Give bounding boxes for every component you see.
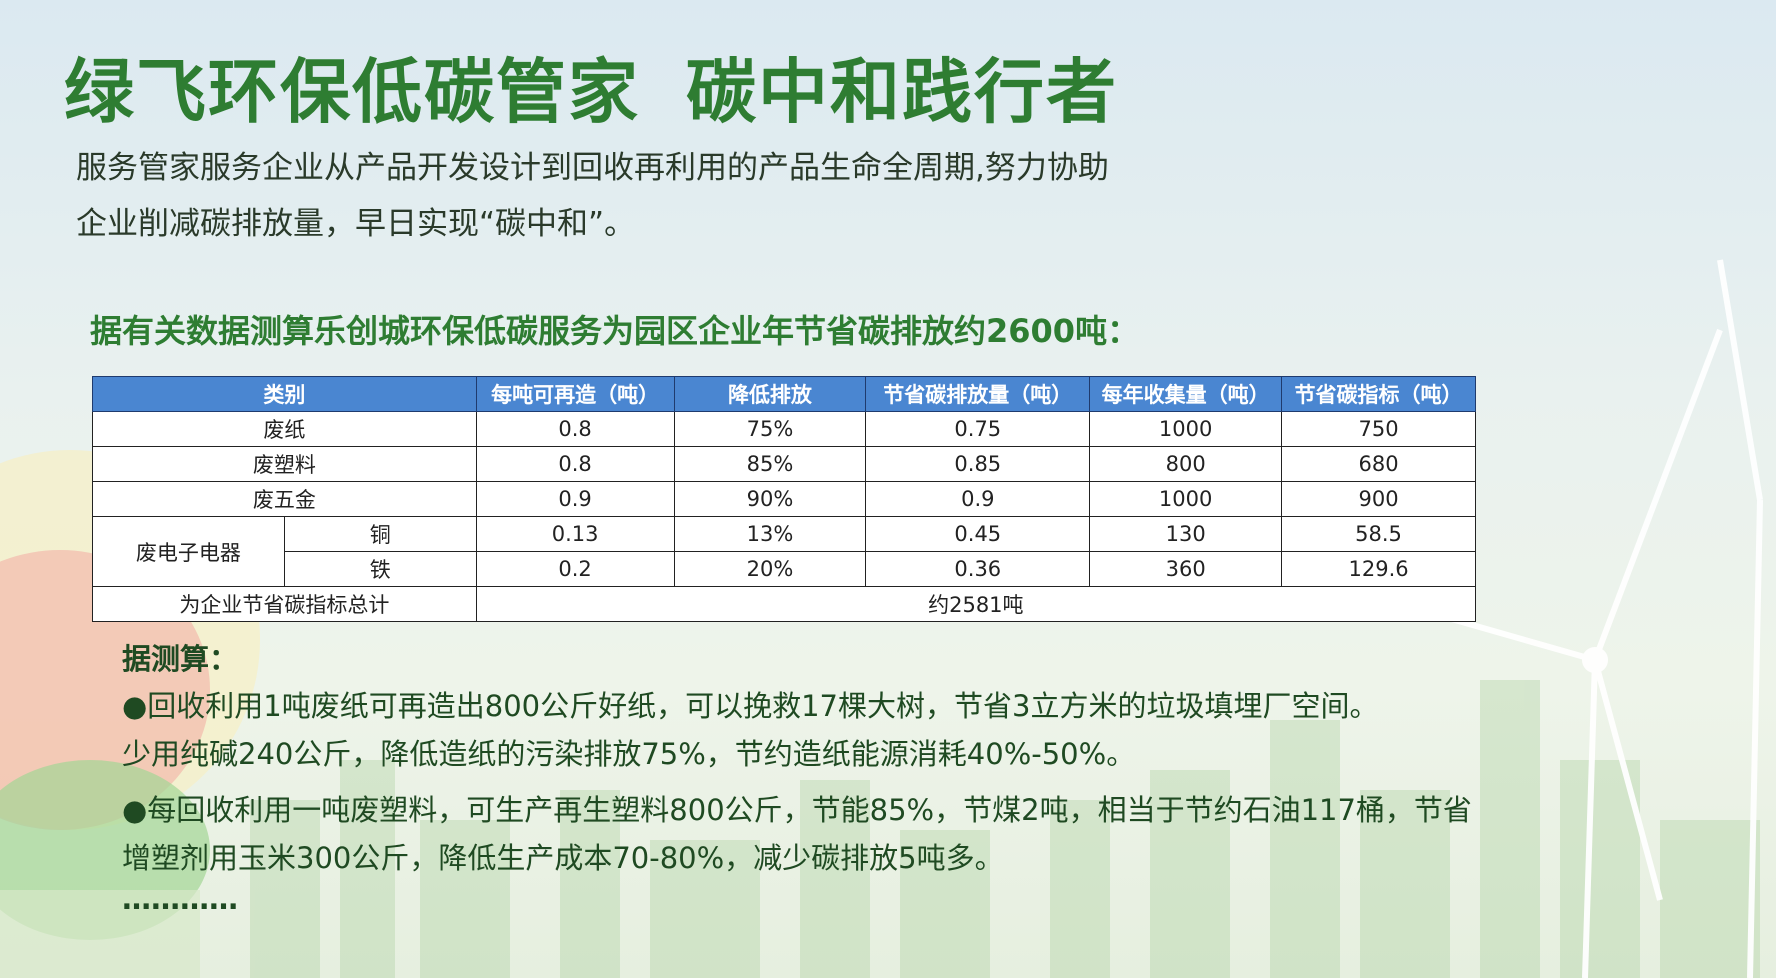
table-cell: 85% — [673, 446, 867, 482]
note-plastic-line-2: 增塑剂用玉米300公斤，降低生产成本70-80%，减少碳排放5吨多。 — [122, 841, 1004, 875]
table-cell: 0.36 — [865, 551, 1091, 587]
title-part-2: 碳中和践行者 — [686, 51, 1118, 133]
section-heading: 据有关数据测算乐创城环保低碳服务为园区企业年节省碳排放约2600吨： — [90, 312, 1140, 350]
table-cell: 20% — [673, 551, 867, 587]
table-cell: 360 — [1089, 551, 1283, 587]
table-cell: 750 — [1281, 411, 1476, 447]
column-header: 每年收集量（吨） — [1089, 376, 1283, 412]
table-total-row: 为企业节省碳指标总计 约2581吨 — [92, 586, 1477, 622]
table-cell: 0.8 — [475, 411, 675, 447]
table-cell: 0.75 — [865, 411, 1091, 447]
table-cell: 废电子电器 — [92, 516, 285, 587]
table-cell: 铜 — [283, 516, 477, 552]
table-cell: 0.9 — [865, 481, 1091, 517]
table-cell: 0.8 — [475, 446, 675, 482]
page-title: 绿飞环保低碳管家 碳中和践行者 — [64, 36, 1118, 137]
table-row: 废纸 0.8 75% 0.75 1000 750 — [92, 411, 1476, 447]
total-label: 为企业节省碳指标总计 — [92, 586, 477, 622]
column-header: 节省碳排放量（吨） — [865, 376, 1091, 412]
table-cell: 13% — [673, 516, 867, 552]
table-header-row: 类别 每吨可再造（吨） 降低排放 节省碳排放量（吨） 每年收集量（吨） 节省碳指… — [92, 376, 1476, 412]
title-part-1: 绿飞环保低碳管家 — [64, 51, 640, 133]
table-cell: 0.13 — [475, 516, 675, 552]
intro-line-2: 企业削减碳排放量，早日实现“碳中和”。 — [76, 206, 636, 242]
table-cell: 0.45 — [865, 516, 1091, 552]
table-cell: 680 — [1281, 446, 1476, 482]
column-header: 节省碳指标（吨） — [1281, 376, 1476, 412]
note-paper-line-2: 少用纯碱240公斤，降低造纸的污染排放75%，节约造纸能源消耗40%-50%。 — [122, 737, 1136, 771]
table-row: 废五金 0.9 90% 0.9 1000 900 — [92, 481, 1476, 517]
notes-ellipsis: ………… — [122, 882, 238, 916]
table-cell: 900 — [1281, 481, 1476, 517]
table-cell: 58.5 — [1281, 516, 1476, 552]
table-cell: 铁 — [283, 551, 477, 587]
table-cell: 130 — [1089, 516, 1283, 552]
table-cell: 90% — [673, 481, 867, 517]
table-cell: 0.9 — [475, 481, 675, 517]
total-value: 约2581吨 — [475, 586, 1477, 622]
table-row: 废电子电器 铜 0.13 13% 0.45 130 58.5 — [92, 516, 1476, 587]
table-cell: 废纸 — [92, 411, 477, 447]
table-cell: 0.2 — [475, 551, 675, 587]
column-header: 降低排放 — [673, 376, 867, 412]
table-cell: 800 — [1089, 446, 1283, 482]
note-paper-line-1: ●回收利用1吨废纸可再造出800公斤好纸，可以挽救17棵大树，节省3立方米的垃圾… — [122, 689, 1379, 723]
notes-heading: 据测算： — [122, 642, 239, 676]
table-cell: 废塑料 — [92, 446, 477, 482]
table-row: 铁 0.2 20% 0.36 360 129.6 — [93, 551, 1476, 587]
note-plastic-line-1: ●每回收利用一吨废塑料，可生产再生塑料800公斤，节能85%，节煤2吨，相当于节… — [122, 793, 1472, 827]
table-cell: 废五金 — [92, 481, 477, 517]
column-header: 每吨可再造（吨） — [475, 376, 675, 412]
column-header: 类别 — [92, 376, 477, 412]
table-cell: 1000 — [1089, 481, 1283, 517]
table-cell: 75% — [673, 411, 867, 447]
table-cell: 0.85 — [865, 446, 1091, 482]
carbon-savings-table: 类别 每吨可再造（吨） 降低排放 节省碳排放量（吨） 每年收集量（吨） 节省碳指… — [92, 376, 1477, 622]
table-cell: 129.6 — [1281, 551, 1476, 587]
table-row: 废塑料 0.8 85% 0.85 800 680 — [92, 446, 1476, 482]
calculation-notes: 据测算： ●回收利用1吨废纸可再造出800公斤好纸，可以挽救17棵大树，节省3立… — [122, 636, 1502, 916]
intro-paragraph: 服务管家服务企业从产品开发设计到回收再利用的产品生命全周期,努力协助 企业削减碳… — [76, 140, 1226, 252]
table-cell: 1000 — [1089, 411, 1283, 447]
intro-line-1: 服务管家服务企业从产品开发设计到回收再利用的产品生命全周期,努力协助 — [76, 150, 1109, 186]
